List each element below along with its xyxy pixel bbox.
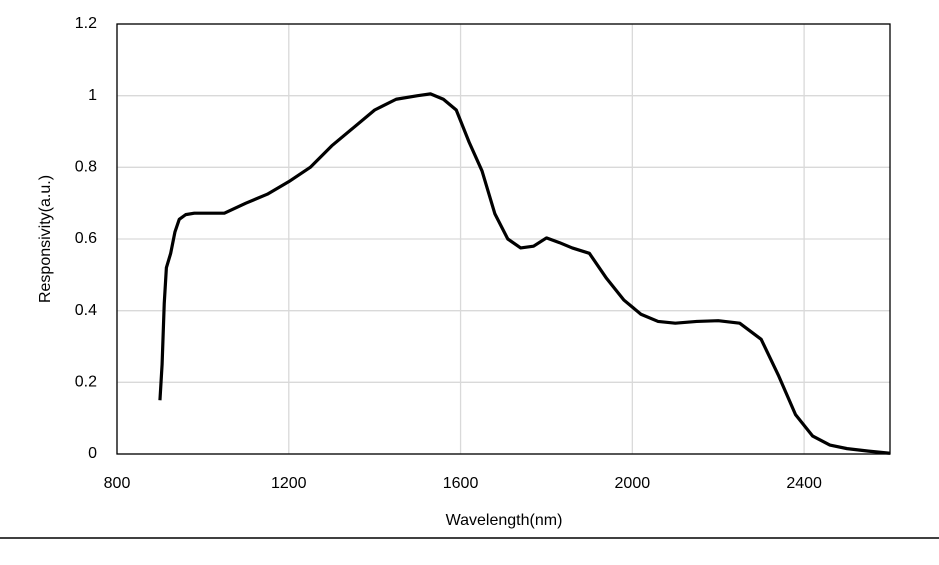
x-tick-label: 800 bbox=[104, 475, 131, 492]
y-tick-label: 0.2 bbox=[75, 374, 97, 391]
y-tick-label: 0.4 bbox=[75, 302, 97, 319]
y-tick-label: 1 bbox=[88, 87, 97, 104]
x-axis-label: Wavelength(nm) bbox=[446, 512, 563, 529]
data-line bbox=[158, 92, 891, 455]
y-tick-label: 0.6 bbox=[75, 230, 97, 247]
x-tick-label: 1600 bbox=[443, 475, 479, 492]
x-tick-label: 2400 bbox=[786, 475, 822, 492]
y-tick-label: 0 bbox=[88, 445, 97, 462]
y-tick-label: 0.8 bbox=[75, 159, 97, 176]
plot-frame bbox=[116, 23, 891, 455]
y-tick-label: 1.2 bbox=[75, 15, 97, 32]
x-tick-label: 1200 bbox=[271, 475, 307, 492]
x-tick-label: 2000 bbox=[615, 475, 651, 492]
y-axis-label: Responsivity(a.u.) bbox=[37, 175, 54, 303]
